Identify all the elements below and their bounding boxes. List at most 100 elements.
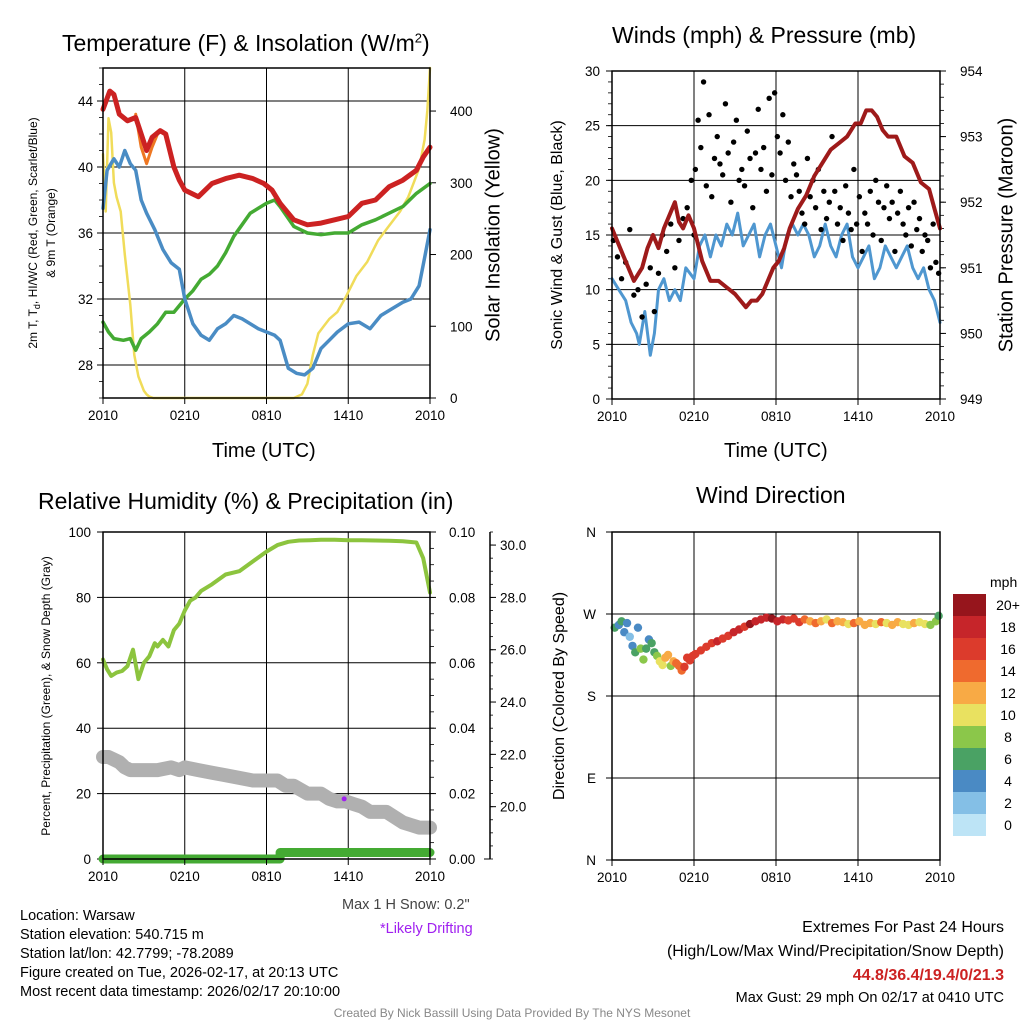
gust-point bbox=[793, 172, 800, 178]
temp-y-tick-label: 44 bbox=[78, 94, 94, 109]
gust-point bbox=[785, 139, 791, 145]
gust-point bbox=[886, 215, 893, 222]
rh-y-tick-label: 20 bbox=[76, 787, 91, 802]
snow-y-tick-label: 28.0 bbox=[500, 590, 526, 605]
temp-y-tick-label: 36 bbox=[78, 226, 93, 241]
gust-point bbox=[736, 177, 742, 184]
drifting-note: *Likely Drifting bbox=[380, 921, 473, 937]
gust-point bbox=[747, 155, 753, 162]
winds-x-axis-label: Time (UTC) bbox=[724, 440, 828, 462]
legend-swatch bbox=[953, 616, 986, 638]
gust-point bbox=[720, 172, 726, 178]
gust-point bbox=[741, 183, 748, 189]
gust-point bbox=[695, 117, 701, 123]
legend-swatch bbox=[953, 660, 986, 682]
gust-point bbox=[919, 248, 925, 255]
temp-y-tick-label: 28 bbox=[78, 358, 93, 373]
rh-y-tick-label: 60 bbox=[76, 656, 91, 671]
gust-point bbox=[864, 221, 871, 227]
legend-swatch bbox=[953, 682, 986, 704]
legend-label: 18 bbox=[1000, 619, 1016, 635]
gust-point bbox=[804, 155, 811, 162]
wind-direction-point bbox=[628, 641, 637, 651]
legend-label: 4 bbox=[1004, 773, 1012, 789]
snow-y-tick-label: 26.0 bbox=[500, 643, 526, 658]
max-gust-text: Max Gust: 29 mph On 02/17 at 0410 UTC bbox=[735, 990, 1004, 1006]
extremes-title: Extremes For Past 24 Hours bbox=[802, 919, 1004, 936]
info-block: Location: Warsaw Station elevation: 540.… bbox=[20, 907, 340, 1002]
legend-label: 0 bbox=[1004, 817, 1012, 833]
legend-swatch bbox=[953, 748, 986, 770]
dir-x-tick-label: 2010 bbox=[925, 870, 955, 885]
wind-direction-point bbox=[934, 611, 943, 621]
temperature-line bbox=[100, 88, 433, 228]
gust-point bbox=[848, 226, 854, 233]
snow-depth-line bbox=[96, 750, 437, 835]
legend-label: 10 bbox=[1000, 707, 1016, 723]
legend-label: 6 bbox=[1004, 751, 1012, 767]
gust-point bbox=[763, 188, 770, 194]
wind-direction-point bbox=[639, 655, 648, 664]
extremes-block: Extremes For Past 24 Hours (High/Low/Max… bbox=[667, 916, 1004, 1008]
solar-y-tick-label: 300 bbox=[450, 176, 473, 191]
legend-swatch bbox=[953, 792, 986, 814]
winds-y-tick-label: 10 bbox=[585, 283, 600, 298]
credit-text: Created By Nick Bassill Using Data Provi… bbox=[333, 1006, 691, 1020]
rh-y-axis-label: Percent, Precipitation (Green), & Snow D… bbox=[39, 556, 53, 836]
gust-point bbox=[614, 254, 621, 260]
gust-point bbox=[821, 188, 827, 194]
gust-point bbox=[761, 144, 767, 151]
gust-point bbox=[796, 188, 802, 194]
extremes-values: 44.8/36.4/19.4/0/21.3 bbox=[852, 967, 1004, 984]
rh-chart-title: Relative Humidity (%) & Precipitation (i… bbox=[38, 488, 454, 514]
dir-x-tick-label: 0210 bbox=[679, 870, 709, 885]
gust-point bbox=[663, 248, 670, 255]
legend-label: 12 bbox=[1000, 685, 1016, 701]
gust-point bbox=[837, 204, 843, 211]
gust-point bbox=[739, 166, 745, 173]
drifting-point bbox=[341, 796, 347, 802]
gust-point bbox=[840, 237, 846, 244]
gust-point bbox=[873, 177, 879, 184]
legend-swatch bbox=[953, 704, 986, 726]
dir-y-tick-label: N bbox=[586, 525, 596, 540]
gust-point bbox=[631, 292, 637, 298]
legend-label: 14 bbox=[1000, 663, 1016, 679]
max-snow-note: Max 1 H Snow: 0.2" bbox=[342, 897, 470, 913]
gust-point bbox=[627, 226, 633, 233]
winds-y-tick-label: 0 bbox=[592, 392, 600, 407]
precip-y-tick-label: 0.10 bbox=[449, 525, 475, 540]
temp-x-tick-label: 1410 bbox=[333, 408, 363, 423]
gust-point bbox=[774, 133, 781, 140]
gust-point bbox=[635, 286, 641, 293]
gust-point bbox=[684, 204, 690, 211]
rh-x-tick-label: 0810 bbox=[251, 869, 281, 884]
legend-swatch bbox=[953, 638, 986, 660]
gust-point bbox=[881, 204, 887, 211]
solar-y-tick-label: 100 bbox=[450, 319, 473, 334]
latlon-text: Station lat/lon: 42.7799; -78.2089 bbox=[20, 946, 234, 962]
solar-y-axis-label: Solar Insolation (Yellow) bbox=[482, 128, 505, 342]
gust-point bbox=[744, 128, 750, 134]
dir-y-tick-label: W bbox=[583, 607, 596, 622]
wind-direction-point bbox=[622, 618, 632, 628]
temp-x-tick-label: 2010 bbox=[88, 408, 118, 423]
gust-point bbox=[799, 210, 805, 216]
gust-point bbox=[826, 199, 832, 205]
snow-y-tick-label: 22.0 bbox=[500, 747, 526, 762]
winds-chart-title: Winds (mph) & Pressure (mb) bbox=[612, 22, 917, 48]
wind-direction-point bbox=[625, 632, 634, 641]
pressure-y-tick-label: 954 bbox=[960, 64, 983, 79]
gust-point bbox=[769, 172, 775, 178]
pressure-y-tick-label: 953 bbox=[960, 130, 983, 145]
wind-direction-point bbox=[647, 638, 656, 648]
gust-point bbox=[905, 204, 912, 211]
gust-point bbox=[845, 210, 852, 216]
winds-y-tick-label: 5 bbox=[592, 337, 600, 352]
gust-point bbox=[780, 112, 786, 118]
gust-point bbox=[647, 265, 653, 271]
gust-point bbox=[818, 226, 824, 233]
winds-x-tick-label: 2010 bbox=[597, 409, 627, 424]
extremes-subtitle: (High/Low/Max Wind/Precipitation/Snow De… bbox=[666, 943, 1004, 960]
